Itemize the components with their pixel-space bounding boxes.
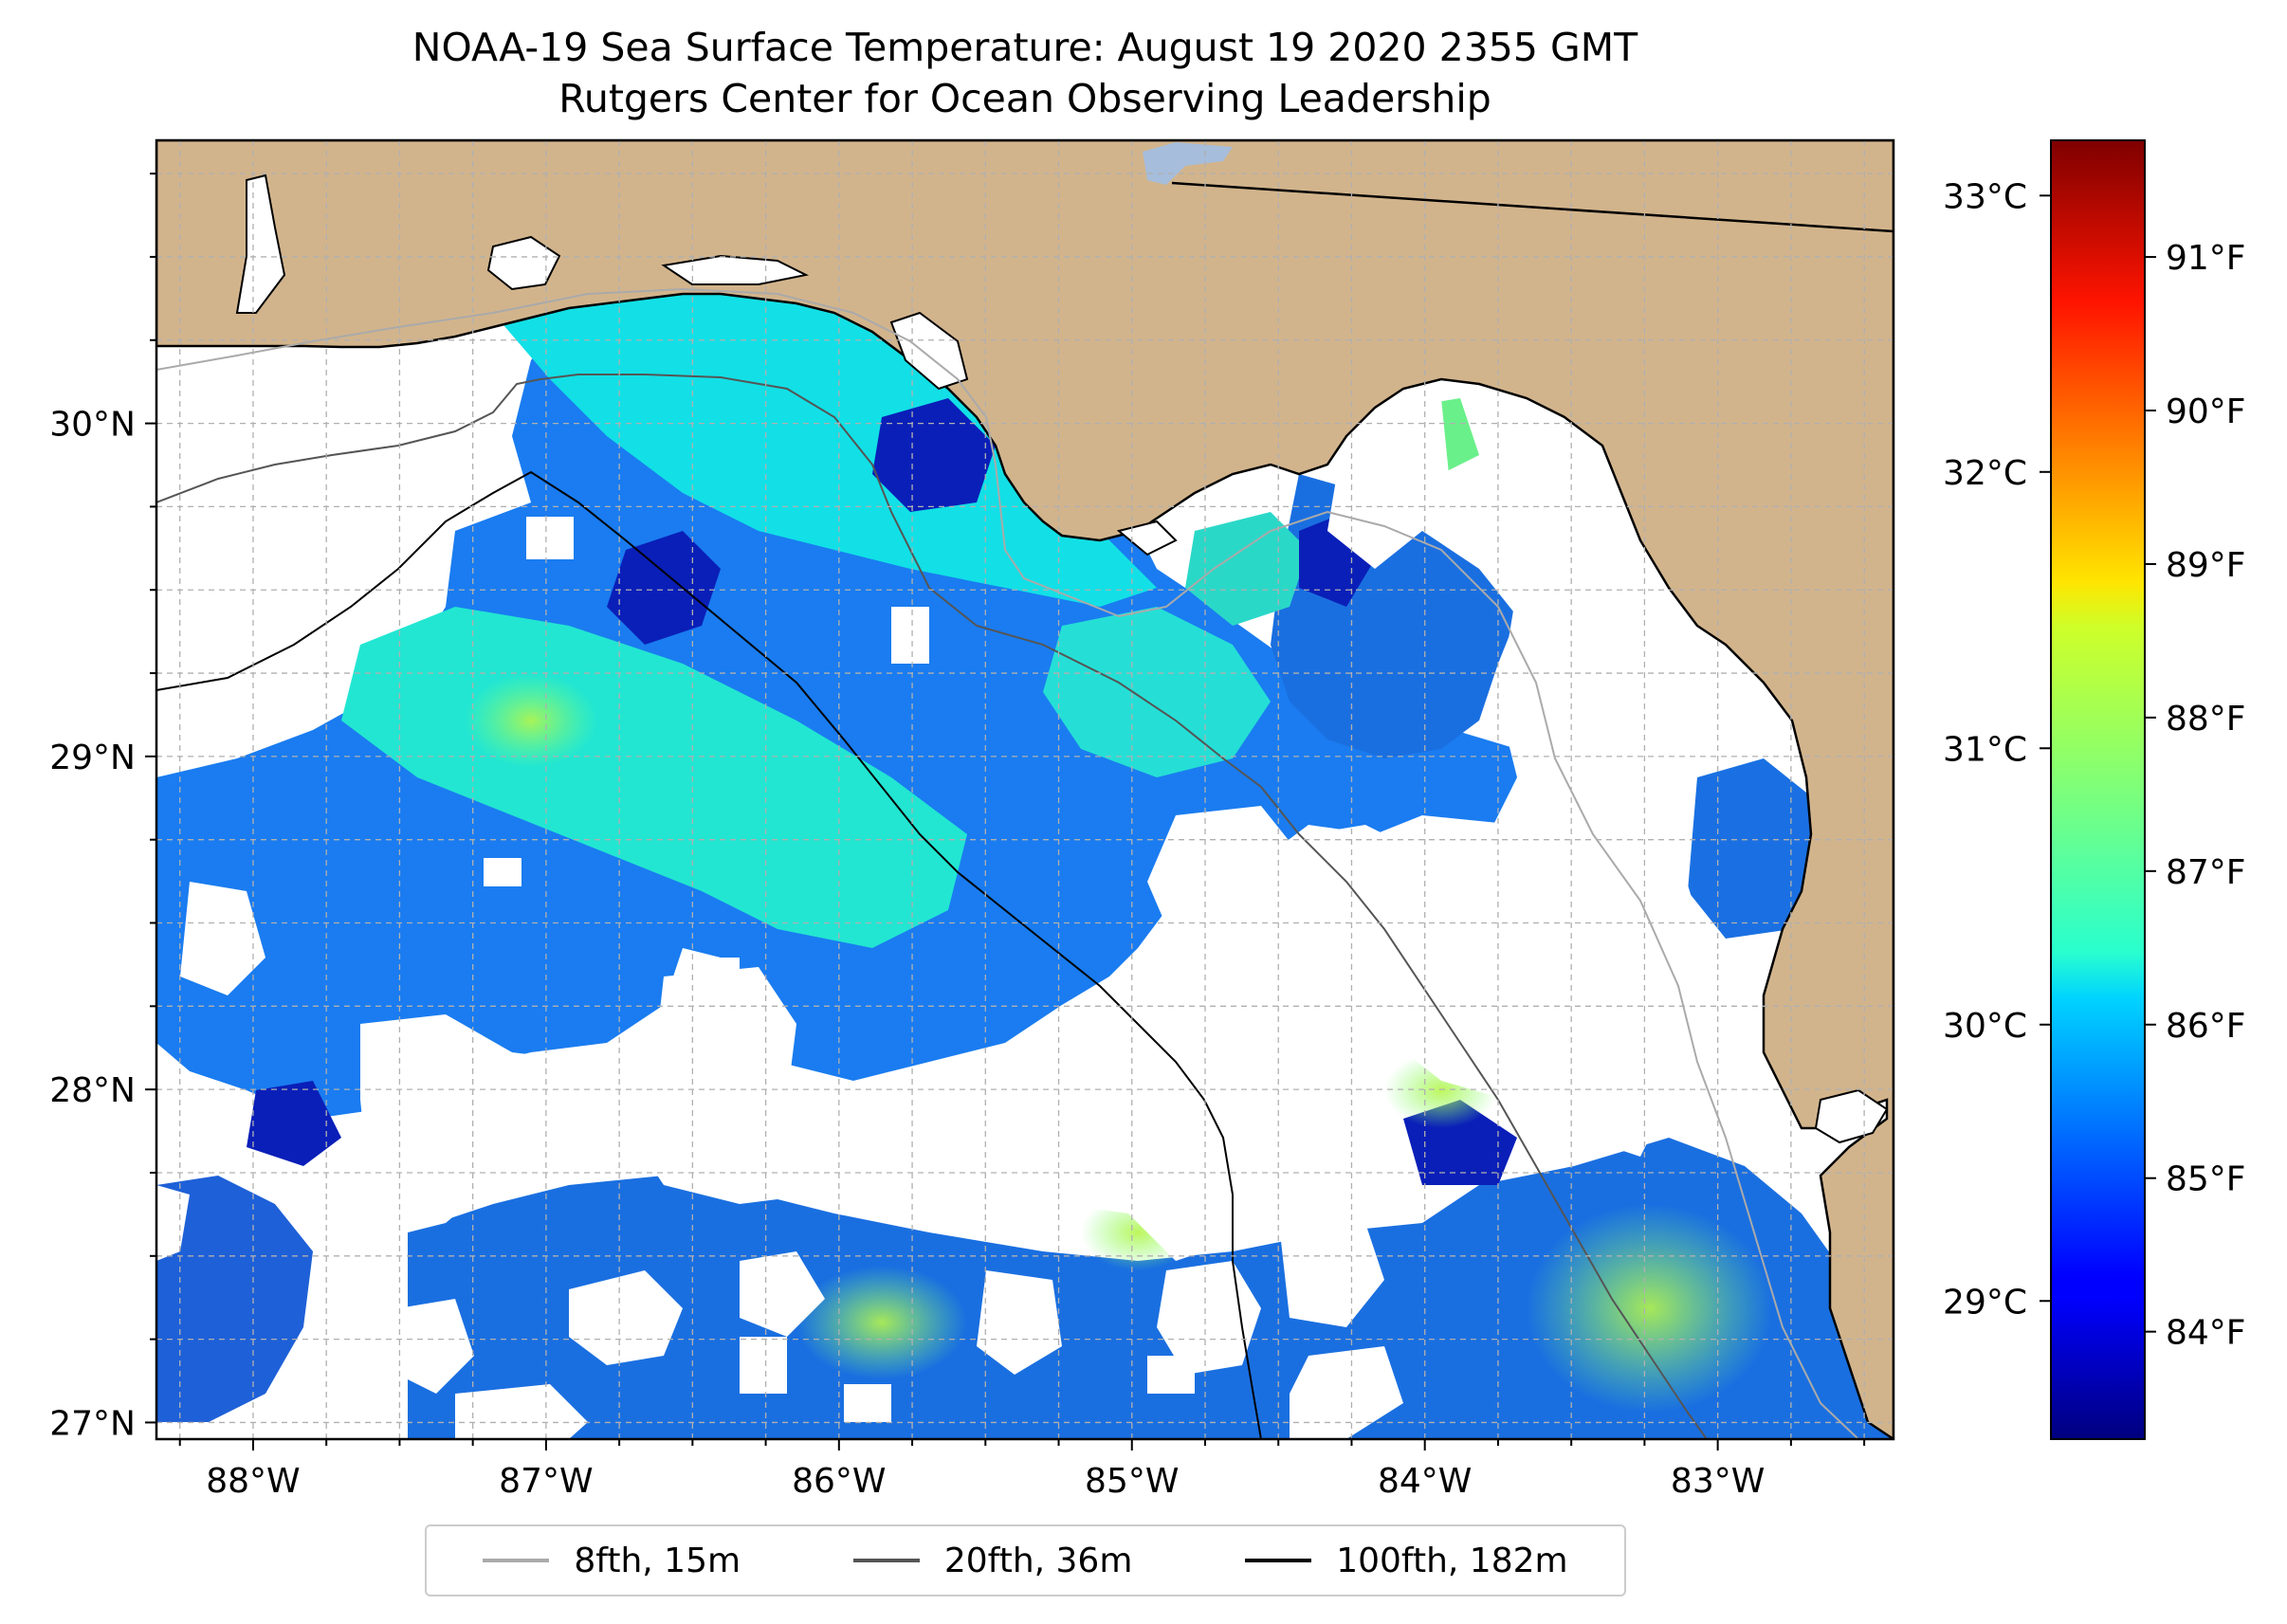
legend-entry-100fth: 100fth, 182m (1245, 1541, 1568, 1580)
sst-warm-2 (1527, 1204, 1773, 1413)
bay-north (486, 235, 561, 291)
lat-tick-label: 29°N (49, 739, 136, 777)
lat-tick-label: 28°N (49, 1071, 136, 1110)
map-area (156, 140, 1894, 1439)
sst-dark-blue-2 (872, 398, 996, 512)
lat-tick-label: 27°N (49, 1404, 136, 1443)
state-border (1171, 181, 1894, 233)
isobath-20fth (156, 374, 1708, 1439)
legend-entry-8fth: 8fth, 15m (483, 1542, 741, 1580)
celsius-tick-label: 29°C (1943, 1283, 2027, 1322)
fahrenheit-tick-label: 86°F (2166, 1007, 2246, 1046)
legend-label-100fth: 100fth, 182m (1336, 1541, 1568, 1580)
chart-title: NOAA-19 Sea Surface Temperature: August … (412, 25, 1638, 70)
bay-east (1116, 520, 1178, 557)
fahrenheit-tick-label: 87°F (2166, 853, 2246, 892)
legend-swatch-20fth (852, 1559, 920, 1562)
sst-layer (156, 190, 1894, 1439)
sst-gulf-cyan (1043, 607, 1271, 777)
isobath-8fth (156, 287, 1859, 1439)
isobath-100fth (156, 470, 1262, 1439)
lon-tick-label: 83°W (1671, 1462, 1765, 1501)
grid-lines (156, 140, 1894, 1439)
sst-warm-3 (465, 673, 597, 768)
legend-swatch-8fth (483, 1559, 550, 1562)
lon-tick-label: 88°W (206, 1462, 300, 1501)
fahrenheit-tick-label: 91°F (2166, 239, 2246, 278)
fahrenheit-tick-label: 88°F (2166, 700, 2246, 739)
bay-nw (235, 173, 286, 314)
lon-tick-label: 84°W (1378, 1462, 1472, 1501)
bay-tampa (1814, 1088, 1889, 1144)
fahrenheit-tick-label: 89°F (2166, 546, 2246, 585)
lon-tick-label: 86°W (792, 1462, 886, 1501)
sst-warm-1 (796, 1266, 967, 1379)
axis-ticks (145, 173, 1866, 1451)
isobath-legend: 8fth, 15m 20fth, 36m 100fth, 182m (425, 1524, 1626, 1597)
celsius-tick-label: 33°C (1943, 177, 2027, 216)
fahrenheit-tick-label: 90°F (2166, 392, 2246, 431)
legend-label-8fth: 8fth, 15m (574, 1541, 741, 1580)
legend-label-20fth: 20fth, 36m (943, 1541, 1133, 1580)
isobaths (156, 287, 1859, 1439)
fahrenheit-tick-label: 84°F (2166, 1314, 2246, 1353)
bay-north-2 (661, 254, 810, 285)
colorbar (2050, 139, 2146, 1440)
sst-dark-blue-5 (247, 1081, 341, 1166)
sst-main-blue (156, 280, 1555, 1119)
celsius-tick-label: 31°C (1943, 730, 2027, 769)
bay-apalachicola (889, 311, 969, 391)
sst-southwest-blue (156, 1176, 313, 1422)
cloud-gaps (156, 351, 1707, 1439)
land (156, 140, 1894, 1439)
legend-entry-20fth: 20fth, 36m (852, 1541, 1133, 1580)
lon-tick-label: 85°W (1085, 1462, 1179, 1501)
celsius-tick-label: 32°C (1943, 454, 2027, 493)
colorbar-labels: 29°C 30°C 31°C 32°C 33°C 84°F 85°F 86°F 87°F 88°F… (1943, 177, 2245, 1352)
lon-tick-label: 87°W (499, 1462, 593, 1501)
map-frame (155, 138, 1895, 1441)
fahrenheit-tick-label: 85°F (2166, 1160, 2246, 1199)
lake (1143, 142, 1233, 185)
lat-tick-label: 30°N (49, 406, 136, 445)
chart-subtitle: Rutgers Center for Ocean Observing Leade… (558, 76, 1491, 121)
sst-nearshore-cyan (493, 284, 1157, 607)
colorbar-ticks (2040, 194, 2156, 1333)
legend-swatch-100fth (1245, 1559, 1312, 1562)
sst-east-cyan (1185, 512, 1308, 626)
axis-labels: 88°W 87°W 86°W 85°W 84°W 83°W 27°N 28°N 29°N 30°N (49, 406, 1765, 1501)
celsius-tick-label: 30°C (1943, 1007, 2027, 1046)
sst-se-patch (1688, 758, 1820, 939)
